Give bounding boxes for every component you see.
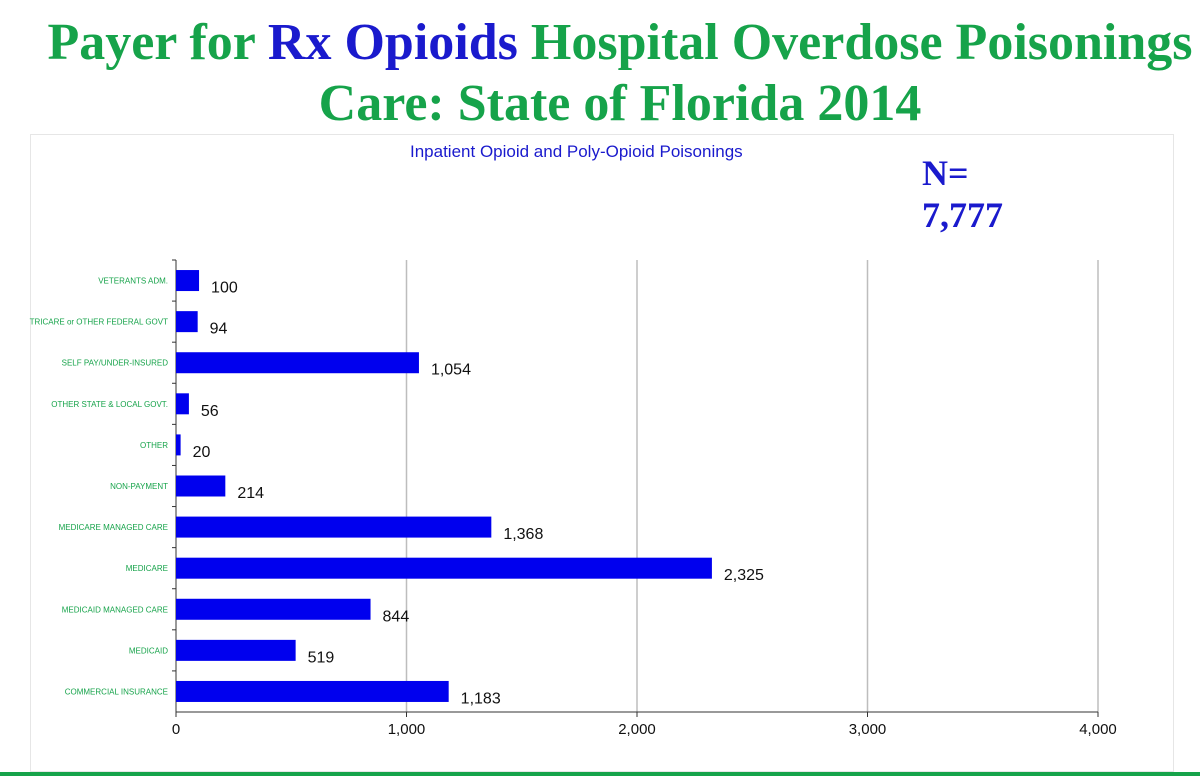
category-label: MEDICARE MANAGED CARE bbox=[59, 523, 168, 532]
value-label: 1,368 bbox=[503, 526, 543, 543]
slide-title-post: Hospital Overdose Poisonings Care: State… bbox=[318, 14, 1193, 132]
x-tick-label: 3,000 bbox=[849, 721, 887, 738]
value-label: 214 bbox=[237, 485, 264, 502]
bar bbox=[176, 557, 712, 579]
chart-title: Inpatient Opioid and Poly-Opioid Poisoni… bbox=[410, 142, 743, 161]
value-label: 20 bbox=[193, 444, 211, 461]
bar bbox=[176, 393, 189, 415]
total-count-prefix: N= bbox=[922, 153, 969, 193]
bottom-rule bbox=[0, 772, 1200, 776]
value-label: 1,054 bbox=[431, 362, 471, 379]
x-tick-label: 0 bbox=[172, 721, 180, 738]
bar bbox=[176, 270, 200, 292]
x-tick-label: 1,000 bbox=[388, 721, 426, 738]
x-tick-label: 2,000 bbox=[618, 721, 656, 738]
x-tick-label: 4,000 bbox=[1079, 721, 1117, 738]
category-label: COMMERCIAL INSURANCE bbox=[65, 687, 168, 696]
category-label: MEDICAID bbox=[129, 646, 168, 655]
bar bbox=[176, 352, 419, 374]
value-label: 100 bbox=[211, 280, 238, 297]
bar bbox=[176, 434, 181, 456]
value-label: 94 bbox=[210, 321, 228, 338]
bar bbox=[176, 516, 492, 538]
category-label: NON-PAYMENT bbox=[110, 482, 168, 491]
bar bbox=[176, 598, 371, 620]
category-label: TRICARE or OTHER FEDERAL GOVT bbox=[30, 318, 169, 327]
value-label: 1,183 bbox=[461, 690, 501, 707]
category-label: VETERANTS ADM. bbox=[98, 277, 168, 286]
bar bbox=[176, 475, 226, 497]
category-label: SELF PAY/UNDER-INSURED bbox=[62, 359, 169, 368]
slide-title-pre: Payer for bbox=[47, 14, 268, 71]
total-count-value: 7,777 bbox=[922, 195, 1003, 235]
chart-frame bbox=[30, 134, 1174, 772]
total-count-annotation: N= 7,777 bbox=[922, 152, 1003, 236]
category-label: OTHER STATE & LOCAL GOVT. bbox=[51, 400, 168, 409]
slide-title-highlight: Rx Opioids bbox=[267, 14, 518, 71]
bar bbox=[176, 639, 296, 661]
value-label: 844 bbox=[383, 608, 410, 625]
category-label: MEDICARE bbox=[126, 564, 168, 573]
value-label: 2,325 bbox=[724, 567, 764, 584]
bar bbox=[176, 311, 198, 333]
value-label: 56 bbox=[201, 403, 219, 420]
value-label: 519 bbox=[308, 649, 335, 666]
category-label: OTHER bbox=[140, 441, 168, 450]
category-label: MEDICAID MANAGED CARE bbox=[62, 605, 168, 614]
bar bbox=[176, 680, 449, 702]
slide-title: Payer for Rx Opioids Hospital Overdose P… bbox=[0, 12, 1200, 134]
